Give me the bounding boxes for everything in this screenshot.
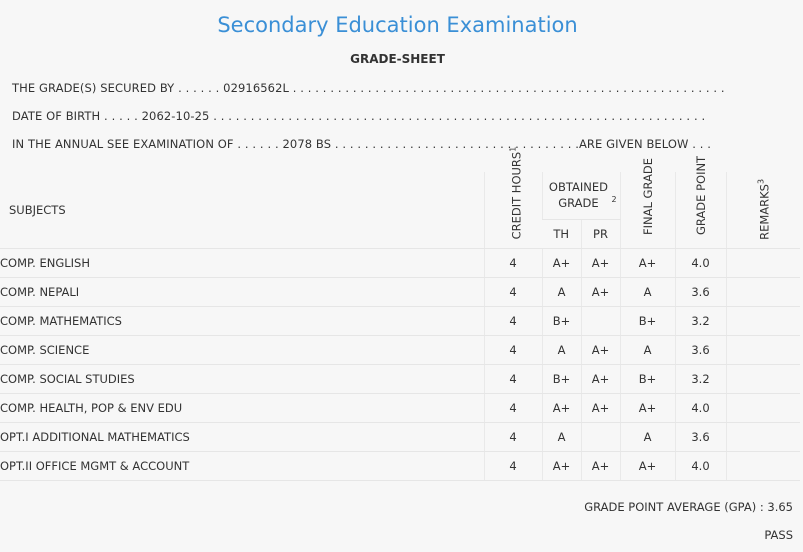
grade-point-cell: 3.6 [674, 277, 726, 307]
secured-by-dots: . . . . . . . . . . . . . . . . . . . . … [292, 81, 725, 95]
th-grade-cell: A+ [541, 451, 581, 481]
th-grade-cell: B+ [541, 364, 581, 394]
pr-grade-cell: A+ [580, 277, 620, 307]
remarks-cell [725, 248, 800, 278]
final-grade-cell: A [619, 422, 675, 452]
credit-hours-cell: 4 [483, 335, 542, 365]
final-grade-cell: B+ [619, 364, 675, 394]
secured-by-line: THE GRADE(S) SECURED BY . . . . . . 0291… [12, 81, 725, 95]
subject-cell: COMP. MATHEMATICS [0, 306, 484, 336]
grade-point-cell: 4.0 [674, 248, 726, 278]
pr-grade-cell: A+ [580, 248, 620, 278]
grade-point-cell: 4.0 [674, 451, 726, 481]
th-grade-cell: A+ [541, 393, 581, 423]
table-row: COMP. HEALTH, POP & ENV EDU 4 A+ A+ A+ 4.0 [0, 393, 800, 423]
grade-point-cell: 3.6 [674, 422, 726, 452]
credit-hours-header: CREDIT HOURS1 [483, 147, 542, 249]
remarks-cell [725, 422, 800, 452]
grade-point-cell: 4.0 [674, 393, 726, 423]
pr-grade-cell [580, 422, 620, 452]
th-grade-cell: A [541, 277, 581, 307]
final-grade-cell: A [619, 277, 675, 307]
pr-grade-cell: A+ [580, 393, 620, 423]
exam-suffix: ARE GIVEN BELOW . . . [578, 137, 712, 151]
grades-table: SUBJECTS CREDIT HOURS1 OBTAINED GRADE 2 F… [0, 147, 800, 481]
table-row: COMP. MATHEMATICS 4 B+ B+ 3.2 [0, 306, 800, 336]
pr-grade-cell: A+ [580, 335, 620, 365]
final-grade-cell: A+ [619, 451, 675, 481]
final-grade-cell: A+ [619, 248, 675, 278]
grade-point-header: GRADE POINT [674, 156, 726, 249]
credit-hours-cell: 4 [483, 364, 542, 394]
symbol-number: 02916562L [223, 81, 289, 95]
subject-cell: COMP. SCIENCE [0, 335, 484, 365]
remarks-cell [725, 364, 800, 394]
dob-label: DATE OF BIRTH . . . . . [12, 109, 138, 123]
table-row: COMP. NEPALI 4 A A+ A 3.6 [0, 277, 800, 307]
pr-grade-cell: A+ [580, 364, 620, 394]
subject-cell: OPT.II OFFICE MGMT & ACCOUNT [0, 451, 484, 481]
grade-point-cell: 3.6 [674, 335, 726, 365]
pr-grade-cell: A+ [580, 451, 620, 481]
table-row: OPT.I ADDITIONAL MATHEMATICS 4 A A 3.6 [0, 422, 800, 452]
dob-value: 2062-10-25 [141, 109, 210, 123]
credit-hours-cell: 4 [483, 393, 542, 423]
subject-cell: COMP. NEPALI [0, 277, 484, 307]
remarks-cell [725, 393, 800, 423]
grade-point-cell: 3.2 [674, 306, 726, 336]
remarks-header: REMARKS3 [725, 172, 800, 249]
grade-sheet-heading: GRADE-SHEET [350, 52, 445, 66]
table-row: OPT.II OFFICE MGMT & ACCOUNT 4 A+ A+ A+ 4.0 [0, 451, 800, 481]
subjects-header: SUBJECTS [0, 172, 484, 249]
gpa-label: GRADE POINT AVERAGE (GPA) : [584, 500, 764, 514]
secured-by-label: THE GRADE(S) SECURED BY . . . . . . [12, 81, 220, 95]
exam-label: IN THE ANNUAL SEE EXAMINATION OF . . . .… [12, 137, 279, 151]
table-row: COMP. SOCIAL STUDIES 4 B+ A+ B+ 3.2 [0, 364, 800, 394]
th-grade-cell: B+ [541, 306, 581, 336]
exam-dots: . . . . . . . . . . . . . . . . . . . . … [334, 137, 579, 151]
remarks-cell [725, 451, 800, 481]
pr-grade-cell [580, 306, 620, 336]
final-grade-cell: B+ [619, 306, 675, 336]
remarks-cell [725, 306, 800, 336]
th-grade-cell: A [541, 335, 581, 365]
table-row: COMP. ENGLISH 4 A+ A+ A+ 4.0 [0, 248, 800, 278]
final-grade-cell: A+ [619, 393, 675, 423]
credit-hours-cell: 4 [483, 277, 542, 307]
final-grade-cell: A [619, 335, 675, 365]
credit-hours-cell: 4 [483, 422, 542, 452]
dob-line: DATE OF BIRTH . . . . . 2062-10-25 . . .… [12, 109, 705, 123]
credit-hours-cell: 4 [483, 451, 542, 481]
final-grade-header: FINAL GRADE [619, 158, 675, 249]
obtained-grade-header: OBTAINED GRADE 2 [541, 172, 620, 220]
grade-point-cell: 3.2 [674, 364, 726, 394]
subject-cell: COMP. SOCIAL STUDIES [0, 364, 484, 394]
remarks-cell [725, 335, 800, 365]
pr-header: PR [580, 219, 620, 249]
credit-hours-cell: 4 [483, 248, 542, 278]
subject-cell: COMP. HEALTH, POP & ENV EDU [0, 393, 484, 423]
th-grade-cell: A [541, 422, 581, 452]
gpa-value: 3.65 [767, 500, 793, 514]
th-grade-cell: A+ [541, 248, 581, 278]
gpa-line: GRADE POINT AVERAGE (GPA) : 3.65 [584, 500, 793, 514]
subject-cell: COMP. ENGLISH [0, 248, 484, 278]
result-status: PASS [764, 528, 793, 542]
th-header: TH [542, 219, 581, 249]
exam-line: IN THE ANNUAL SEE EXAMINATION OF . . . .… [12, 137, 711, 151]
page-title: Secondary Education Examination [217, 13, 578, 37]
subject-cell: OPT.I ADDITIONAL MATHEMATICS [0, 422, 484, 452]
dob-dots: . . . . . . . . . . . . . . . . . . . . … [213, 109, 706, 123]
exam-year: 2078 BS [282, 137, 332, 151]
credit-hours-cell: 4 [483, 306, 542, 336]
table-row: COMP. SCIENCE 4 A A+ A 3.6 [0, 335, 800, 365]
remarks-cell [725, 277, 800, 307]
